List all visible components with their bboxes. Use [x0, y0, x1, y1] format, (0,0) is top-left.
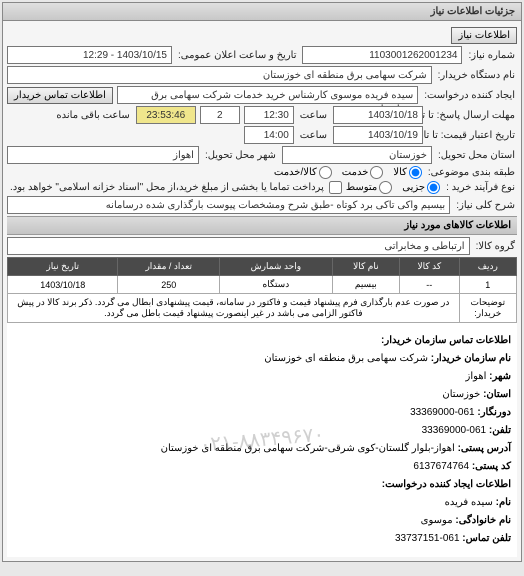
- table-row: 1 -- بیسیم دستگاه 250 1403/10/18: [8, 276, 517, 294]
- pkg-service-text: خدمت: [342, 167, 369, 178]
- remaining-label: ساعت باقی مانده: [54, 110, 131, 121]
- cell-name: بیسیم: [332, 276, 399, 294]
- pkg-service-input[interactable]: [370, 166, 383, 179]
- delivery-province-field: خوزستان: [282, 146, 432, 164]
- creator-section-title: اطلاعات ایجاد کننده درخواست:: [13, 477, 511, 493]
- validity-date-field: 1403/10/19: [333, 126, 423, 144]
- packaging-label: طبقه بندی موضوعی:: [426, 167, 517, 178]
- tab-info[interactable]: اطلاعات نیاز: [451, 27, 517, 44]
- pkg-service-radio[interactable]: خدمت: [342, 166, 384, 179]
- cell-code: --: [399, 276, 459, 294]
- goods-group-field: ارتباطی و مخابراتی: [7, 237, 470, 255]
- validity-label: تاریخ اعتبار قیمت: تا تاریخ:: [427, 130, 517, 141]
- request-no-label: شماره نیاز:: [466, 50, 517, 61]
- desc-label: شرح کلی نیاز:: [454, 200, 517, 211]
- pt-note-checkbox[interactable]: [329, 181, 342, 194]
- buyer-org-field: شرکت سهامی برق منطقه ای خوزستان: [7, 66, 432, 84]
- contact-area: ۰۲۱-۸۸۳۴۹۶۷۰ اطلاعات تماس سازمان خریدار:…: [7, 323, 517, 557]
- pkg-goods-input[interactable]: [409, 166, 422, 179]
- pt-note-check[interactable]: پرداخت تماما یا بخشی از مبلغ خرید،از محل…: [8, 181, 342, 194]
- requester-field: سیده فریده موسوی کارشناس خرید خدمات شرکت…: [117, 86, 418, 104]
- contact-buyer-button[interactable]: اطلاعات تماس خریدار: [7, 87, 113, 104]
- details-panel: جزئیات اطلاعات نیاز اطلاعات نیاز شماره ن…: [2, 2, 522, 562]
- announce-label: تاریخ و ساعت اعلان عمومی:: [176, 50, 299, 61]
- address-line: آدرس پستی: اهواز-بلوار گلستان-کوی شرقی-ش…: [13, 441, 511, 457]
- packaging-group: کالا خدمت کالا/خدمت: [274, 166, 422, 179]
- col-date: تاریخ نیاز: [8, 258, 118, 276]
- pt-medium-radio[interactable]: متوسط: [346, 181, 392, 194]
- delivery-city-field: اهواز: [7, 146, 199, 164]
- purchase-type-group: جزیی متوسط: [346, 181, 440, 194]
- delivery-province-label: استان محل تحویل:: [436, 150, 517, 161]
- city-line: شهر: اهواز: [13, 369, 511, 385]
- lname-line: نام خانوادگی: موسوی: [13, 513, 511, 529]
- days-remaining-field: 2: [200, 106, 240, 124]
- deadline-time-field: 12:30: [244, 106, 294, 124]
- pkg-gs-text: کالا/خدمت: [274, 167, 317, 178]
- note-row: توضیحات خریدار: در صورت عدم بارگذاری فرم…: [8, 294, 517, 323]
- province-line: استان: خوزستان: [13, 387, 511, 403]
- goods-group-label: گروه کالا:: [474, 241, 517, 252]
- pt-medium-text: متوسط: [346, 182, 377, 193]
- pkg-gs-input[interactable]: [319, 166, 332, 179]
- name-line: نام: سیده فریده: [13, 495, 511, 511]
- countdown-field: 23:53:46: [136, 106, 196, 124]
- panel-title: جزئیات اطلاعات نیاز: [3, 3, 521, 21]
- buyer-org-label: نام دستگاه خریدار:: [436, 70, 517, 81]
- col-qty: تعداد / مقدار: [118, 258, 220, 276]
- tab-bar: اطلاعات نیاز: [7, 27, 517, 44]
- fax-line: دورنگار: 061-33369000: [13, 405, 511, 421]
- goods-section-title: اطلاعات کالاهای مورد نیاز: [7, 216, 517, 235]
- deadline-date-field: 1403/10/18: [333, 106, 423, 124]
- pt-note-text: پرداخت تماما یا بخشی از مبلغ خرید،از محل…: [8, 182, 326, 193]
- cell-date: 1403/10/18: [8, 276, 118, 294]
- col-name: نام کالا: [332, 258, 399, 276]
- desc-field: بیسیم واکی تاکی برد کوتاه -طبق شرح ومشخص…: [7, 196, 450, 214]
- col-row: ردیف: [459, 258, 516, 276]
- cell-unit: دستگاه: [220, 276, 333, 294]
- pt-minor-radio[interactable]: جزیی: [402, 181, 440, 194]
- delivery-city-label: شهر محل تحویل:: [203, 150, 278, 161]
- validity-time-field: 14:00: [244, 126, 294, 144]
- pt-minor-input[interactable]: [427, 181, 440, 194]
- pkg-goods-text: کالا: [393, 167, 407, 178]
- contact-section-title: اطلاعات تماس سازمان خریدار:: [13, 333, 511, 349]
- cell-row: 1: [459, 276, 516, 294]
- purchase-type-label: نوع فرآیند خرید :: [444, 182, 517, 193]
- note-cell: در صورت عدم بارگذاری فرم پیشنهاد قیمت و …: [8, 294, 460, 323]
- col-code: کد کالا: [399, 258, 459, 276]
- org-line: نام سازمان خریدار: شرکت سهامی برق منطقه …: [13, 351, 511, 367]
- pt-minor-text: جزیی: [402, 182, 425, 193]
- postal-line: کد پستی: 6137674764: [13, 459, 511, 475]
- time-label-2: ساعت: [298, 130, 329, 141]
- cphone-line: تلفن تماس: 061-33737151: [13, 531, 511, 547]
- cell-qty: 250: [118, 276, 220, 294]
- time-label-1: ساعت: [298, 110, 329, 121]
- deadline-label: مهلت ارسال پاسخ: تا تاریخ:: [427, 110, 517, 121]
- announce-field: 1403/10/15 - 12:29: [7, 46, 172, 64]
- pt-medium-input[interactable]: [379, 181, 392, 194]
- request-no-field: 1103001262001234: [302, 46, 462, 64]
- note-label-cell: توضیحات خریدار:: [459, 294, 516, 323]
- col-unit: واحد شمارش: [220, 258, 333, 276]
- phone-line: تلفن: 061-33369000: [13, 423, 511, 439]
- pkg-gs-radio[interactable]: کالا/خدمت: [274, 166, 332, 179]
- requester-label: ایجاد کننده درخواست:: [422, 90, 517, 101]
- pkg-goods-radio[interactable]: کالا: [393, 166, 422, 179]
- goods-table: ردیف کد کالا نام کالا واحد شمارش تعداد /…: [7, 257, 517, 323]
